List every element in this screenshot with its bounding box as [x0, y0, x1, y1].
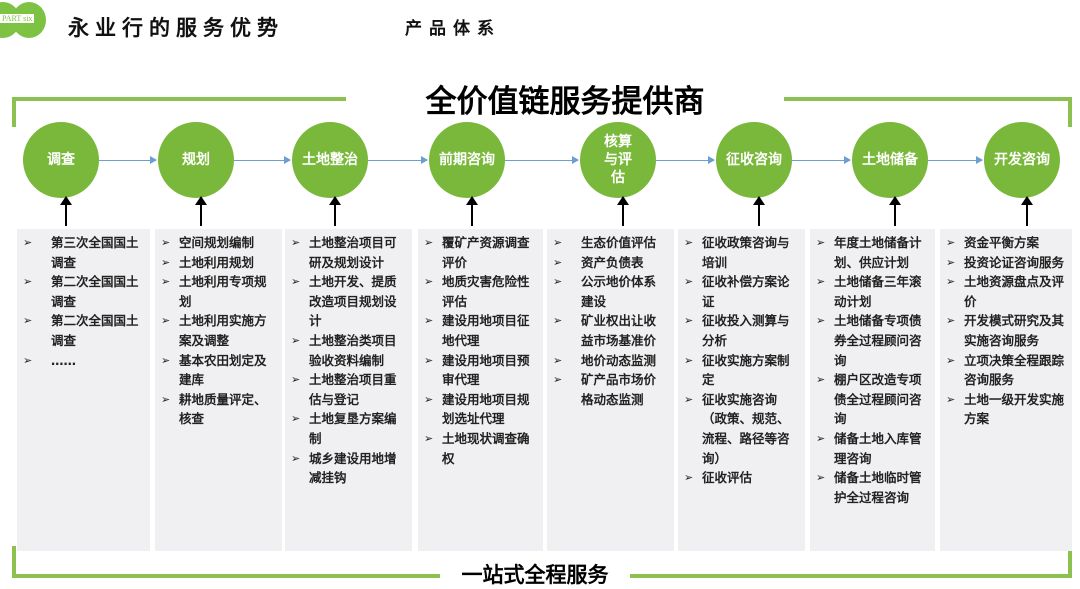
page-subtitle: 产品体系 — [405, 19, 501, 39]
stage-circle: 开发咨询 — [984, 122, 1060, 198]
up-arrow-icon — [195, 196, 207, 226]
list-item: 征收实施咨询（政策、规范、流程、路径等咨询） — [684, 390, 799, 468]
list-item: 地质灾害危险性评估 — [424, 272, 537, 311]
stage-label: 土地储备 — [862, 152, 918, 168]
list-item: 储备土地临时管护全过程咨询 — [816, 468, 929, 507]
stage-detail-box: 第三次全国国土调查第二次全国国土调查第二次全国国土调查…… — [17, 229, 150, 551]
list-item: 土地利用专项规划 — [161, 272, 276, 311]
list-item: 土地利用实施方案及调整 — [161, 311, 276, 350]
list-item: 建设用地项目预审代理 — [424, 351, 537, 390]
list-item: 征收评估 — [684, 468, 799, 488]
list-item: 土地复垦方案编制 — [291, 409, 406, 448]
up-arrow-icon — [466, 196, 478, 226]
stage-detail-box: 资金平衡方案投资论证咨询服务土地资源盘点及评价开发模式研究及其实施咨询服务立项决… — [940, 229, 1072, 551]
stage-circle: 土地储备 — [852, 122, 928, 198]
stage-label: 调查 — [47, 152, 75, 168]
frame-top-left — [12, 97, 346, 101]
list-item: 土地整治类项目验收资料编制 — [291, 331, 406, 370]
list-item: 征收政策咨询与培训 — [684, 233, 799, 272]
list-item: 第二次全国国土调查 — [23, 272, 144, 311]
list-item: 城乡建设用地增减挂钩 — [291, 449, 406, 488]
stage-circle: 征收咨询 — [716, 122, 792, 198]
list-item: 储备土地入库管理咨询 — [816, 429, 929, 468]
list-item: 土地一级开发实施方案 — [946, 390, 1066, 429]
list-item: 土地开发、提质改造项目规划设计 — [291, 272, 406, 331]
frame-left-top — [12, 97, 16, 127]
list-item: 立项决策全程跟踪咨询服务 — [946, 351, 1066, 390]
list-item: 年度土地储备计划、供应计划 — [816, 233, 929, 272]
stage-label: 前期咨询 — [439, 152, 495, 168]
stage-detail-box: 生态价值评估资产负债表公示地价体系建设矿业权出让收益市场基准价地价动态监测矿产品… — [547, 229, 674, 551]
up-arrow-icon — [889, 196, 901, 226]
list-item: 土地整治项目重估与登记 — [291, 370, 406, 409]
list-item: 资金平衡方案 — [946, 233, 1066, 253]
list-item: 公示地价体系建设 — [553, 272, 668, 311]
list-item: 第二次全国国土调查 — [23, 311, 144, 350]
footer-title: 一站式全程服务 — [440, 559, 630, 589]
list-item: 建设用地项目规划选址代理 — [424, 390, 537, 429]
stage-circle: 土地整治 — [292, 122, 368, 198]
flow-arrow — [368, 156, 428, 164]
list-item: 建设用地项目征地代理 — [424, 311, 537, 350]
list-item: 地价动态监测 — [553, 351, 668, 371]
up-arrow-icon — [60, 196, 72, 226]
stage-detail-box: 年度土地储备计划、供应计划土地储备三年滚动计划土地储备专项债券全过程顾问咨询棚户… — [810, 229, 935, 551]
stage-detail-box: 征收政策咨询与培训征收补偿方案论证征收投入测算与分析征收实施方案制定征收实施咨询… — [678, 229, 805, 551]
list-item: 土地现状调查确权 — [424, 429, 537, 468]
stage-label: 规划 — [182, 152, 210, 168]
flow-arrow — [505, 156, 579, 164]
page-title: 永业行的服务优势 — [68, 16, 284, 40]
list-item: 征收投入测算与分析 — [684, 311, 799, 350]
frame-left-bottom — [12, 546, 16, 578]
flow-arrow — [656, 156, 715, 164]
flow-arrow — [234, 156, 291, 164]
list-item: 覆矿产资源调查评价 — [424, 233, 537, 272]
flow-arrow — [792, 156, 851, 164]
list-item: 空间规划编制 — [161, 233, 276, 253]
main-title: 全价值链服务提供商 — [425, 84, 705, 120]
list-item: 资产负债表 — [553, 253, 668, 273]
flow-arrow — [99, 156, 157, 164]
stage-detail-box: 土地整治项目可研及规划设计土地开发、提质改造项目规划设计土地整治类项目验收资料编… — [285, 229, 412, 551]
up-arrow-icon — [617, 196, 629, 226]
list-item: 土地利用规划 — [161, 253, 276, 273]
list-item: 征收补偿方案论证 — [684, 272, 799, 311]
stage-label: 开发咨询 — [994, 152, 1050, 168]
list-item: 土地整治项目可研及规划设计 — [291, 233, 406, 272]
stage-circle: 前期咨询 — [429, 122, 505, 198]
flow-arrow — [928, 156, 983, 164]
list-item: 矿产品市场价格动态监测 — [553, 370, 668, 409]
list-item: 征收实施方案制定 — [684, 351, 799, 390]
stage-label: 征收咨询 — [726, 152, 782, 168]
frame-right-top — [1068, 97, 1072, 127]
stage-label: 土地整治 — [302, 152, 358, 168]
list-item: 土地储备专项债券全过程顾问咨询 — [816, 311, 929, 370]
stage-label: 核算与评估 — [604, 134, 632, 186]
list-item: 开发模式研究及其实施咨询服务 — [946, 311, 1066, 350]
list-item: 投资论证咨询服务 — [946, 253, 1066, 273]
list-item: 矿业权出让收益市场基准价 — [553, 311, 668, 350]
stage-circle: 调查 — [23, 122, 99, 198]
stage-detail-box: 空间规划编制土地利用规划土地利用专项规划土地利用实施方案及调整基本农田划定及建库… — [155, 229, 282, 551]
list-item: 土地资源盘点及评价 — [946, 272, 1066, 311]
list-item: 生态价值评估 — [553, 233, 668, 253]
stage-circle: 规划 — [158, 122, 234, 198]
logo: PART six — [0, 2, 46, 42]
list-item: 土地储备三年滚动计划 — [816, 272, 929, 311]
list-item: 第三次全国国土调查 — [23, 233, 144, 272]
list-item: …… — [23, 351, 144, 371]
up-arrow-icon — [329, 196, 341, 226]
logo-text: PART six — [0, 14, 35, 23]
stage-circle: 核算与评估 — [580, 122, 656, 198]
list-item: 基本农田划定及建库 — [161, 351, 276, 390]
stage-detail-box: 覆矿产资源调查评价地质灾害危险性评估建设用地项目征地代理建设用地项目预审代理建设… — [418, 229, 543, 551]
frame-top-right — [784, 97, 1072, 101]
up-arrow-icon — [1021, 196, 1033, 226]
list-item: 棚户区改造专项债全过程顾问咨询 — [816, 370, 929, 429]
frame-right-bottom — [1068, 546, 1072, 578]
list-item: 耕地质量评定、核查 — [161, 390, 276, 429]
up-arrow-icon — [753, 196, 765, 226]
